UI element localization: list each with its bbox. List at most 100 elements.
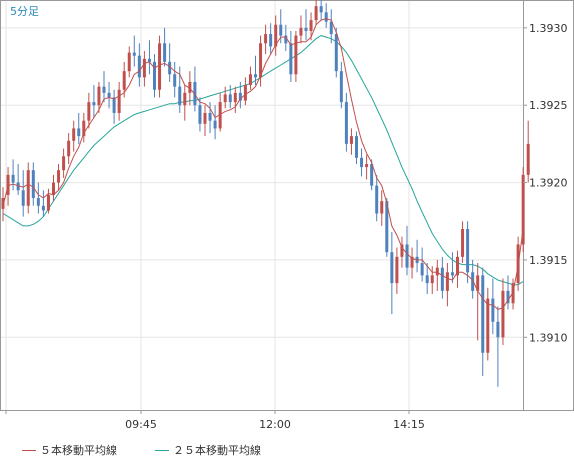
y-tick-label: 1.3910	[529, 331, 568, 344]
candle-body	[390, 252, 394, 284]
candle-body	[471, 272, 475, 291]
candle-body	[127, 52, 131, 72]
x-tick-label: 09:45	[125, 418, 157, 431]
candle-body	[420, 263, 424, 276]
candle-body	[294, 35, 298, 75]
candle-body	[208, 112, 212, 121]
candle-body	[254, 74, 257, 78]
candle-body	[173, 74, 177, 87]
candle-body	[476, 275, 480, 291]
candle-body	[11, 174, 15, 183]
candle-body	[122, 71, 126, 90]
candle-body	[132, 52, 136, 56]
candle-body	[456, 256, 459, 276]
y-tick-label: 1.3920	[529, 177, 568, 190]
candle-body	[218, 102, 222, 129]
price-axis-frame	[523, 0, 574, 411]
candle-body	[279, 24, 283, 36]
candle-body	[77, 128, 81, 137]
candle-body	[370, 164, 374, 186]
legend: ５本移動平均線 ２５本移動平均線	[0, 436, 574, 462]
ma25-layer	[2, 35, 524, 286]
candle-body	[188, 82, 192, 93]
candle-body	[284, 35, 288, 44]
candle-body	[349, 136, 353, 144]
y-axis: 1.3930 1.3925 1.3920 1.3915 1.3910	[523, 22, 568, 344]
candle-body	[36, 198, 40, 206]
candle-body	[82, 120, 86, 137]
candle-body	[501, 290, 505, 338]
x-tick-label: 12:00	[259, 418, 291, 431]
candle-body	[355, 136, 358, 158]
candle-body	[506, 290, 510, 304]
candle-body	[213, 120, 217, 129]
candle-body	[491, 298, 495, 322]
candle-body	[466, 228, 470, 273]
candle-body	[46, 194, 50, 211]
candle-body	[425, 275, 429, 284]
candle-body	[329, 21, 333, 35]
candle-body	[339, 71, 343, 103]
timeframe-label: 5分足	[10, 5, 39, 18]
legend-item-ma5: ５本移動平均線	[22, 442, 117, 458]
candle-body	[430, 275, 434, 284]
candle-body	[344, 102, 348, 144]
candle-body	[259, 43, 263, 78]
candle-body	[395, 256, 399, 284]
candle-body	[375, 185, 379, 214]
x-tick-label: 14:15	[393, 418, 425, 431]
candle-body	[107, 92, 111, 98]
candle-body	[496, 321, 500, 338]
legend-label-ma5: ５本移動平均線	[40, 444, 117, 457]
legend-swatch-ma25	[155, 449, 169, 451]
candle-body	[289, 43, 293, 75]
y-tick-label: 1.3925	[529, 99, 568, 112]
ma25-line	[2, 35, 524, 286]
candle-body	[481, 275, 485, 353]
candle-body	[269, 34, 273, 47]
candle-body	[153, 61, 156, 90]
candle-body	[112, 97, 116, 113]
candle-body	[233, 92, 237, 103]
candle-body	[360, 157, 364, 168]
candle-body	[137, 55, 141, 78]
candle-body	[1, 198, 5, 209]
candle-body	[57, 170, 61, 183]
candle-body	[26, 170, 30, 206]
candle-body	[299, 27, 303, 36]
candle-body	[102, 86, 106, 93]
candle-body	[365, 164, 369, 168]
candle-body	[385, 201, 389, 253]
candle-body	[526, 143, 530, 175]
candle-body	[274, 24, 278, 47]
candle-body	[440, 267, 444, 291]
candle-body	[142, 58, 146, 78]
x-axis: 09:45 12:00 14:15	[5, 410, 425, 431]
candle-body	[324, 12, 328, 22]
y-tick-label: 1.3930	[529, 22, 568, 35]
ma5-layer	[2, 18, 524, 310]
candle-body	[435, 267, 439, 276]
candle-body	[168, 61, 172, 75]
candle-body	[450, 272, 454, 276]
candle-body	[248, 74, 252, 86]
candle-body	[445, 272, 449, 291]
candle-body	[158, 43, 162, 90]
candle-body	[243, 85, 247, 101]
legend-swatch-ma5	[22, 449, 36, 451]
candle-body	[67, 140, 71, 157]
candle-body	[178, 86, 182, 106]
candle-body	[238, 92, 242, 101]
candle-body	[486, 298, 490, 353]
candle-body	[193, 82, 197, 106]
candle-body	[198, 105, 202, 124]
candle-body	[147, 58, 151, 62]
candle-body	[380, 201, 384, 214]
candle-body	[16, 182, 20, 191]
candle-body	[41, 205, 45, 211]
candle-body	[163, 43, 167, 62]
candle-body	[21, 190, 25, 206]
candle-body	[405, 244, 409, 268]
candle-body	[52, 182, 55, 195]
